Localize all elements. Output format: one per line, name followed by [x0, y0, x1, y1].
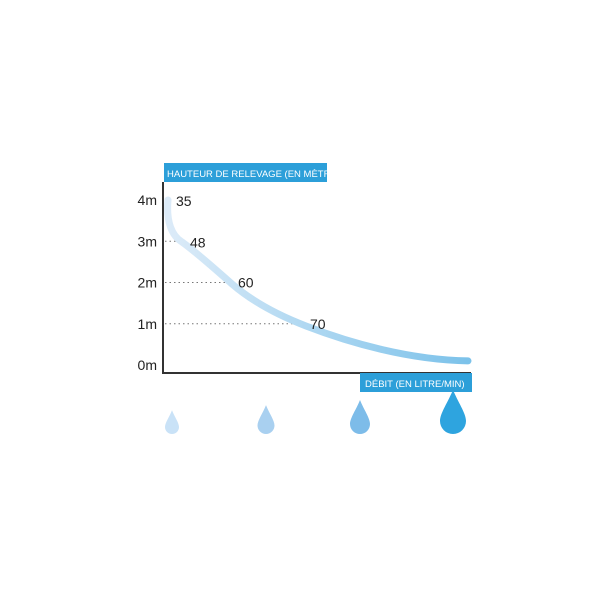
- point-label: 70: [310, 316, 326, 332]
- water-drop-icon: [257, 405, 275, 434]
- point-label-group: 35 48 60 70: [176, 193, 326, 332]
- x-axis-title: DÉBIT (EN LITRE/MIN): [365, 379, 465, 390]
- series-curve: [164, 196, 472, 365]
- point-label: 35: [176, 193, 192, 209]
- x-axis-title-box: DÉBIT (EN LITRE/MIN): [360, 373, 472, 392]
- x-axis-title-bg: [360, 373, 472, 392]
- point-label: 48: [190, 234, 206, 250]
- y-tick-label: 1m: [138, 316, 157, 332]
- guide-lines: [165, 240, 306, 325]
- y-tick-label: 2m: [138, 275, 157, 291]
- water-drops: [165, 389, 466, 434]
- y-axis-title: HAUTEUR DE RELEVAGE (EN MÈTRE): [167, 169, 340, 180]
- y-tick-group: 0m 1m 2m 3m 4m: [138, 192, 157, 373]
- point-label: 60: [238, 275, 254, 291]
- water-drop-icon: [165, 410, 179, 434]
- y-tick-label: 4m: [138, 192, 157, 208]
- water-drop-icon: [440, 389, 466, 434]
- y-tick-label: 3m: [138, 233, 157, 249]
- water-drop-icon: [350, 400, 370, 434]
- y-tick-label: 0m: [138, 357, 157, 373]
- y-axis-title-box: HAUTEUR DE RELEVAGE (EN MÈTRE): [164, 163, 340, 182]
- y-axis-title-bg: [164, 163, 327, 182]
